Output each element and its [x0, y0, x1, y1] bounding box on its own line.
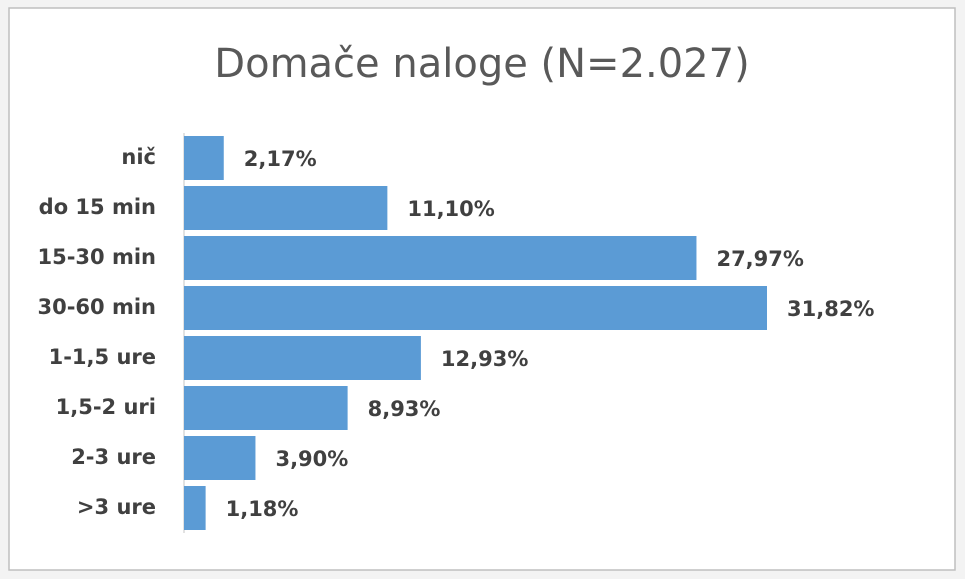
category-label: 30-60 min — [37, 295, 156, 319]
category-label: 2-3 ure — [71, 445, 156, 469]
category-label: >3 ure — [77, 495, 156, 519]
chart-title: Domače naloge (N=2.027) — [214, 41, 749, 87]
data-label: 12,93% — [441, 347, 528, 371]
data-label: 1,18% — [226, 497, 299, 521]
bar — [184, 336, 421, 380]
data-label: 3,90% — [275, 447, 348, 471]
category-label: 1,5-2 uri — [56, 395, 156, 419]
category-label: 15-30 min — [37, 245, 156, 269]
bar — [184, 436, 256, 480]
category-label: do 15 min — [39, 195, 156, 219]
category-label: nič — [121, 145, 156, 169]
data-label: 8,93% — [368, 397, 441, 421]
data-label: 27,97% — [716, 247, 803, 271]
bar — [184, 186, 388, 230]
bar — [184, 286, 767, 330]
bar — [184, 236, 697, 280]
bar — [184, 386, 348, 430]
bar — [184, 486, 206, 530]
category-label: 1-1,5 ure — [49, 345, 156, 369]
data-label: 11,10% — [407, 197, 494, 221]
bar — [184, 136, 224, 180]
data-label: 2,17% — [244, 147, 317, 171]
data-label: 31,82% — [787, 297, 874, 321]
